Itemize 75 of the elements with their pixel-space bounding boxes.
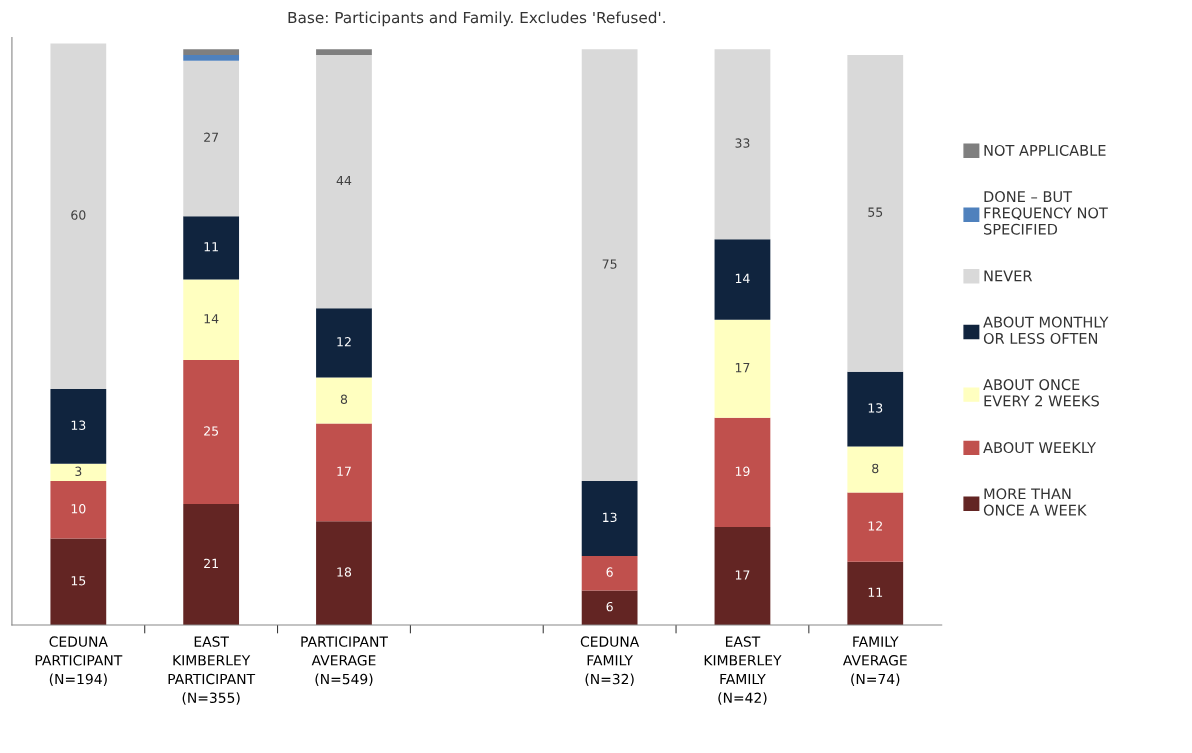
bar <box>714 239 771 320</box>
data-label: 25 <box>204 426 219 436</box>
x-tick-label: EAST KIMBERLEY PARTICIPANT (N=355) <box>168 636 256 705</box>
bar <box>183 279 240 361</box>
bar <box>50 463 107 482</box>
x-tick-label: CEDUNA FAMILY (N=32) <box>580 636 640 686</box>
bar <box>714 49 771 240</box>
bar <box>183 504 240 625</box>
bar <box>316 521 372 625</box>
bar <box>847 492 904 562</box>
x-tick-label: PARTICIPANT AVERAGE (N=549) <box>301 636 388 686</box>
data-label: 3 <box>75 466 82 477</box>
bar <box>50 538 107 625</box>
legend-label: ABOUT ONCE EVERY 2 WEEKS <box>983 379 1099 407</box>
legend-label: DONE – BUT FREQUENCY NOT SPECIFIED <box>984 191 1108 235</box>
legend-label: NOT APPLICABLE <box>984 144 1106 156</box>
data-label: 18 <box>337 567 352 577</box>
bar <box>50 388 107 464</box>
bar <box>316 54 372 309</box>
bar <box>714 417 771 528</box>
data-label: 17 <box>337 466 351 476</box>
bar <box>581 555 638 591</box>
bar <box>183 60 240 217</box>
data-label: 6 <box>606 567 613 577</box>
bar <box>183 49 240 55</box>
data-label: 12 <box>337 337 351 347</box>
bar <box>316 49 372 55</box>
data-label: 17 <box>735 363 750 373</box>
bar <box>847 371 904 447</box>
data-label: 8 <box>872 463 879 474</box>
bar <box>183 54 240 61</box>
bar <box>183 216 240 280</box>
data-label: 75 <box>602 259 617 269</box>
data-label: 15 <box>71 576 86 586</box>
data-label: 14 <box>204 314 219 324</box>
bar <box>50 43 107 389</box>
bar <box>847 561 904 625</box>
x-tick-label: CEDUNA PARTICIPANT (N=194) <box>35 636 123 686</box>
bar <box>714 319 771 418</box>
data-label: 11 <box>204 242 218 252</box>
data-label: 10 <box>71 504 86 514</box>
bar <box>847 54 904 372</box>
data-label: 19 <box>735 466 750 477</box>
data-label: 14 <box>735 273 750 283</box>
bar <box>316 377 372 424</box>
data-label: 13 <box>71 420 86 430</box>
x-tick-label: EAST KIMBERLEY FAMILY (N=42) <box>704 636 782 705</box>
bar <box>581 481 638 556</box>
data-label: 13 <box>868 403 883 413</box>
bar <box>183 360 240 505</box>
data-label: 55 <box>868 207 883 217</box>
data-label: 13 <box>603 512 617 523</box>
bar <box>581 49 638 482</box>
data-label: 8 <box>340 394 348 405</box>
legend-label: MORE THAN ONCE A WEEK <box>983 488 1087 516</box>
data-label: 11 <box>868 587 883 597</box>
data-label: 12 <box>868 521 882 531</box>
data-label: 60 <box>71 210 86 220</box>
data-label: 21 <box>204 558 218 568</box>
data-label: 6 <box>606 601 613 612</box>
legend-label: ABOUT MONTHLY OR LESS OFTEN <box>983 316 1109 344</box>
bar <box>714 527 771 625</box>
data-label: 33 <box>735 138 750 148</box>
bar <box>50 481 107 539</box>
x-tick-label: FAMILY AVERAGE (N=74) <box>842 636 907 686</box>
data-label: 27 <box>204 132 219 142</box>
bar <box>316 308 372 378</box>
chart-title: Base: Participants and Family. Excludes 'Refused'. <box>288 11 665 27</box>
legend-label: NEVER <box>984 270 1033 282</box>
bar <box>847 446 904 493</box>
legend-label: ABOUT WEEKLY <box>983 442 1097 454</box>
bar <box>316 423 372 522</box>
data-label: 44 <box>336 175 352 186</box>
bar <box>581 590 638 625</box>
data-label: 17 <box>735 570 750 580</box>
